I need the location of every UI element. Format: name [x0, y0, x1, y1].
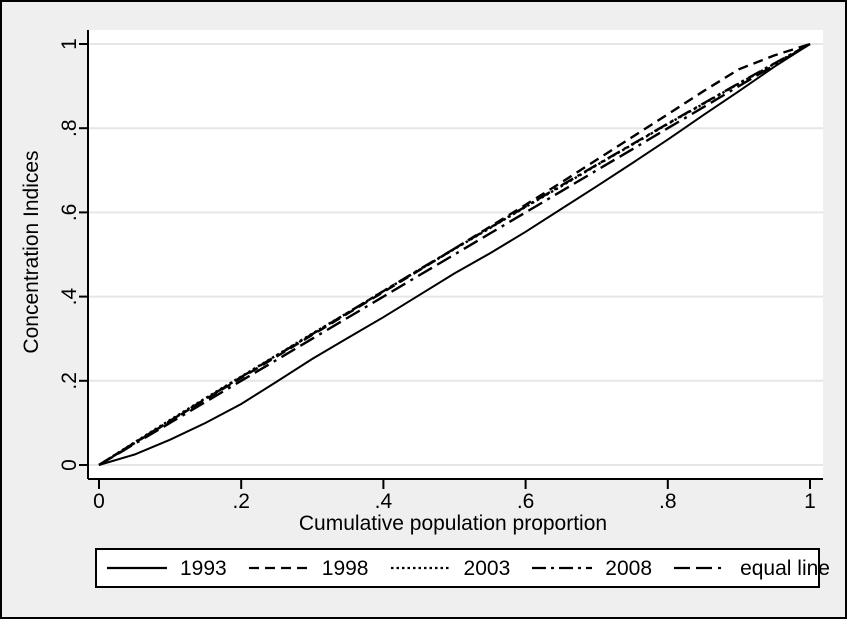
plot-area [88, 30, 823, 479]
legend-box: 1993 1998 2003 2008 equal line [95, 548, 830, 588]
chart-canvas: 0 .2 .4 .6 .8 1 0 .2 .4 .6 .8 1 Cumulative populati… [20, 30, 823, 535]
y-axis-title: Concentration Indices [20, 150, 43, 353]
y-tick-label: .2 [58, 372, 81, 390]
legend-item-1998: 1998 [248, 556, 369, 580]
legend-line-sample-dash_dot [532, 566, 593, 570]
y-tick-label: 1 [58, 38, 81, 50]
legend-line-sample-dot [390, 566, 451, 570]
legend-item-2008: 2008 [532, 557, 652, 579]
x-tick-label: 0 [93, 490, 105, 513]
legend-label: 1998 [321, 556, 369, 580]
x-tick-label: .8 [659, 490, 677, 513]
legend-label: equal line [740, 556, 830, 580]
x-tick-label: .2 [232, 490, 250, 513]
legend-item-1993: 1993 [107, 557, 227, 579]
legend-item-2003: 2003 [390, 556, 511, 580]
y-tick-label: .8 [58, 119, 81, 137]
y-tick-label: .4 [58, 288, 81, 306]
x-tick-label: .4 [375, 490, 393, 513]
legend-line-sample-longdash_dot [674, 566, 728, 570]
legend-item-equal-line: equal line [674, 557, 830, 579]
figure-frame: 0 .2 .4 .6 .8 1 0 .2 .4 .6 .8 1 Cumulative populati… [0, 0, 847, 619]
x-tick-label: .6 [517, 490, 535, 513]
legend-line-sample-solid [107, 566, 167, 570]
series-line-2008 [98, 42, 811, 467]
x-axis-title: Cumulative population proportion [299, 512, 607, 535]
legend-label: 2008 [605, 556, 653, 580]
series-line-equal-line [98, 42, 811, 467]
legend-label: 2003 [463, 556, 511, 580]
legend-line-sample-dash [248, 566, 309, 570]
series-line-1993 [98, 43, 811, 466]
legend-label: 1993 [180, 556, 227, 580]
x-tick-label: 1 [804, 490, 816, 513]
y-tick-label: 0 [58, 459, 81, 471]
y-tick-label: .6 [58, 204, 81, 222]
